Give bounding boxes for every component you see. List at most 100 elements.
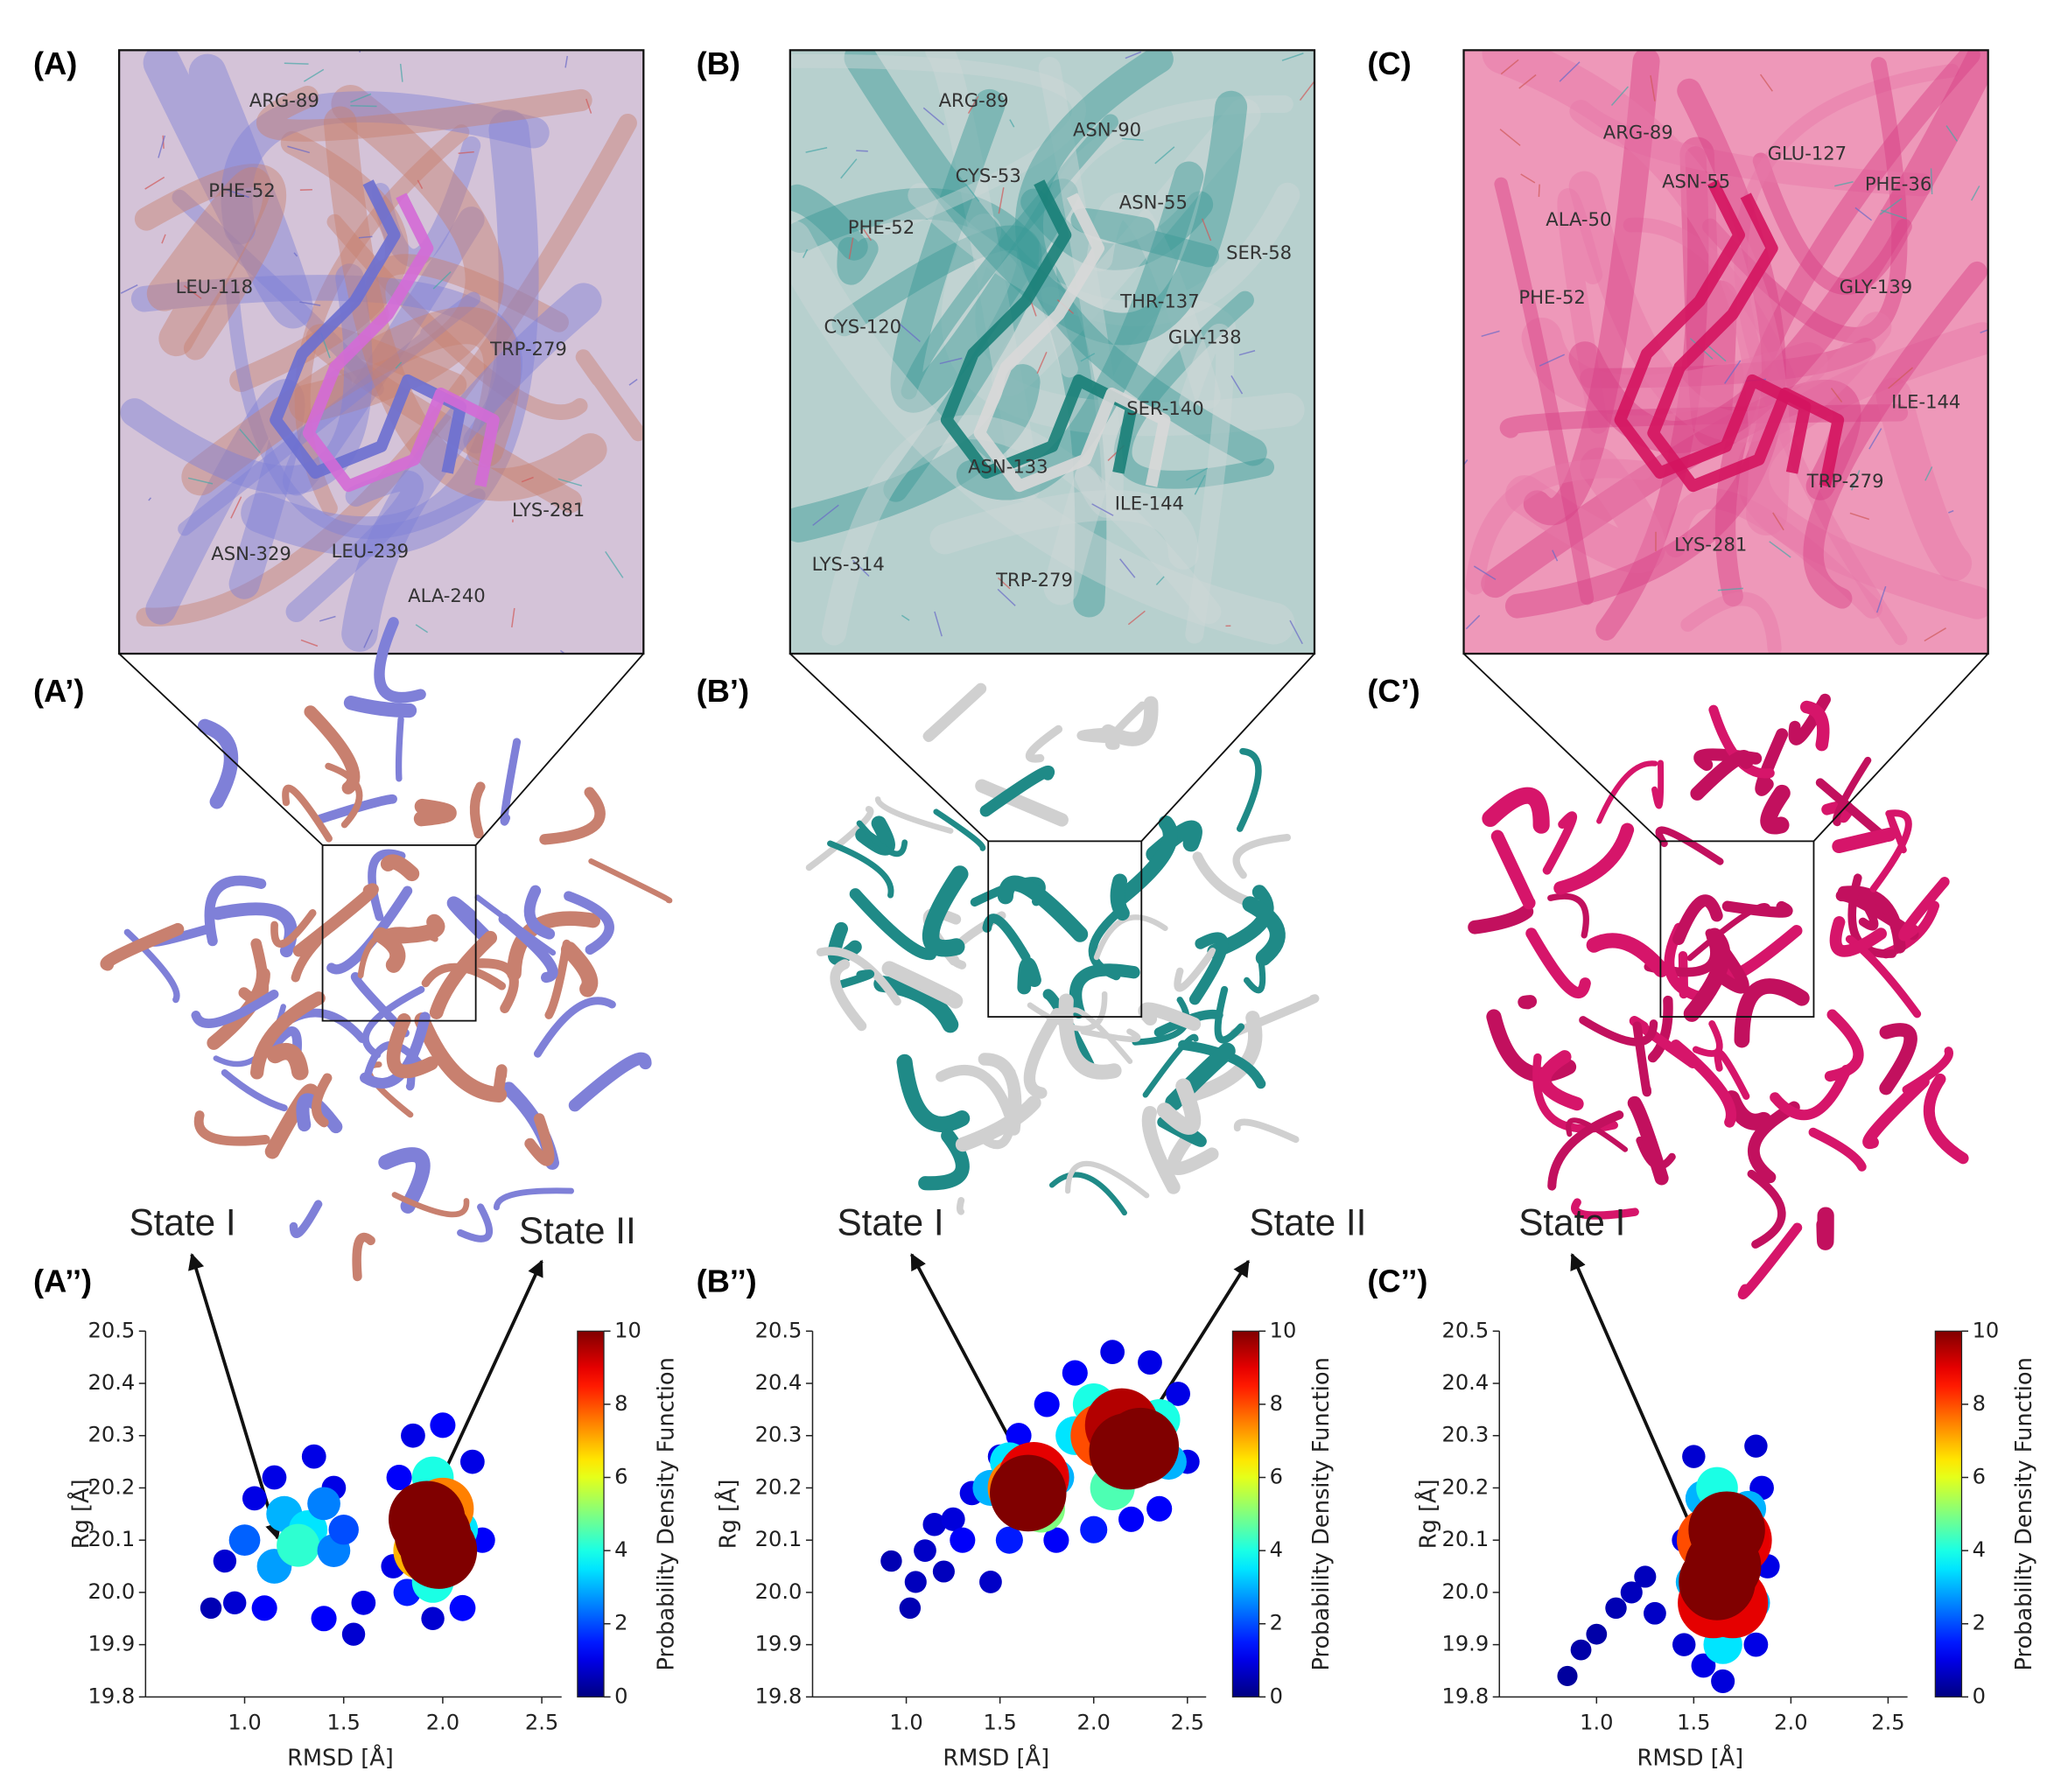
protein-ribbon: [1623, 217, 1796, 387]
protein-ribbon: [172, 189, 384, 396]
side-chain: [1154, 146, 1175, 164]
protein-ribbon: [831, 225, 1042, 502]
protein-ribbon: [1803, 261, 1987, 609]
protein-ribbon: [844, 50, 1248, 346]
protein-ribbon: [326, 214, 588, 420]
protein-ribbon: [933, 808, 986, 851]
side-chain: [1834, 180, 1854, 187]
protein-ribbon: [873, 975, 959, 1033]
data-point: [932, 1560, 955, 1583]
protein-ribbon: [1627, 1096, 1669, 1186]
colorbar-tick-label: 10: [1973, 1318, 2000, 1342]
protein-ribbon: [1233, 1118, 1300, 1144]
residue-label: ASN-55: [1662, 170, 1730, 192]
data-point: [1100, 1340, 1125, 1365]
x-tick-label: 1.0: [889, 1711, 922, 1735]
side-chain: [1194, 474, 1206, 495]
y-tick-label: 20.1: [755, 1527, 803, 1551]
x-axis-label: RMSD [Å]: [943, 1745, 1049, 1771]
protein-ribbon: [493, 1187, 575, 1211]
x-axis-label: RMSD [Å]: [1637, 1745, 1744, 1771]
protein-ribbon: [789, 220, 1295, 645]
protein-ribbon: [1569, 100, 1934, 197]
side-chain: [805, 146, 828, 153]
side-chain: [148, 497, 152, 501]
protein-ribbon: [922, 865, 969, 957]
data-point: [950, 1527, 976, 1553]
residue-label: CYS-53: [956, 164, 1021, 186]
protein-ribbon: [1568, 171, 1892, 443]
zoom-background: [1463, 50, 1988, 654]
colorbar-tick-label: 6: [614, 1465, 627, 1489]
residue-label: ASN-133: [968, 455, 1048, 477]
protein-ribbon: [1723, 1090, 1772, 1130]
side-chain: [458, 150, 474, 155]
side-chain: [1080, 353, 1096, 362]
y-tick-label: 20.3: [1441, 1423, 1489, 1447]
side-chain: [1281, 52, 1304, 61]
ligand: [1647, 192, 1845, 493]
data-point: [880, 1550, 902, 1572]
side-chain: [399, 63, 403, 82]
y-tick-label: 20.2: [88, 1474, 136, 1499]
zoom-frame: [789, 49, 1316, 655]
protein-ribbon: [997, 875, 1089, 942]
side-chain: [1769, 541, 1791, 558]
side-chain: [1772, 512, 1784, 531]
protein-ribbon: [1748, 1101, 1800, 1184]
protein-ribbon: [1686, 903, 1771, 962]
data-point: [1620, 1581, 1643, 1604]
protein-ribbon: [560, 942, 599, 998]
data-point: [1043, 1527, 1069, 1553]
residue-label: PHE-36: [1865, 172, 1931, 194]
protein-ribbon: [1188, 932, 1229, 1005]
protein-ribbon: [1038, 95, 1293, 378]
colorbar-tick-label: 4: [1973, 1537, 1986, 1562]
side-chain: [863, 228, 873, 242]
colorbar: [1934, 1330, 1963, 1698]
protein-ribbon: [1596, 760, 1658, 824]
protein-ribbon: [588, 858, 673, 904]
protein-ribbon: [391, 1192, 470, 1218]
residue-label: LYS-281: [512, 499, 585, 521]
data-point: [1118, 1506, 1145, 1532]
side-chain: [144, 176, 165, 190]
protein-ribbon: [1875, 377, 1973, 582]
panel-label: (B’’): [697, 1264, 757, 1299]
side-chain: [299, 301, 321, 306]
protein-ribbon: [457, 1203, 493, 1242]
protein-ribbon: [287, 1008, 367, 1043]
zoom-line: [1140, 653, 1315, 842]
side-chain: [1552, 550, 1559, 562]
side-chain: [1119, 558, 1136, 578]
ligand: [302, 192, 500, 493]
state-label: State II: [1249, 1202, 1366, 1243]
side-chain: [812, 504, 839, 527]
state-label: State I: [1518, 1202, 1625, 1243]
side-chain: [287, 145, 311, 154]
side-chain: [1036, 352, 1048, 374]
protein-ribbon: [368, 849, 406, 921]
residue-label: TRP-279: [995, 569, 1073, 591]
zoom-view: [119, 50, 644, 654]
side-chain: [319, 615, 336, 622]
protein-ribbon: [1486, 1009, 1577, 1082]
y-tick-label: 19.9: [1441, 1632, 1489, 1656]
protein-ribbon: [1665, 488, 1883, 619]
protein-ribbon: [312, 1073, 333, 1128]
protein-ribbon: [1566, 1117, 1629, 1152]
side-chain: [997, 577, 1011, 590]
protein-ribbon: [492, 1064, 508, 1102]
protein-ribbon: [143, 50, 313, 329]
protein-ribbon: [1747, 1169, 1786, 1249]
protein-ribbon: [1832, 756, 1872, 827]
side-chain: [1559, 61, 1581, 82]
side-chain: [964, 183, 980, 202]
protein-ribbon: [386, 1013, 438, 1079]
protein-ribbon: [1242, 896, 1286, 966]
colorbar-tick-label: 6: [1270, 1465, 1283, 1489]
protein-ribbon: [1547, 892, 1589, 939]
protein-ribbon: [955, 1096, 1041, 1152]
data-point: [401, 1423, 425, 1448]
y-tick-label: 20.0: [755, 1579, 803, 1604]
